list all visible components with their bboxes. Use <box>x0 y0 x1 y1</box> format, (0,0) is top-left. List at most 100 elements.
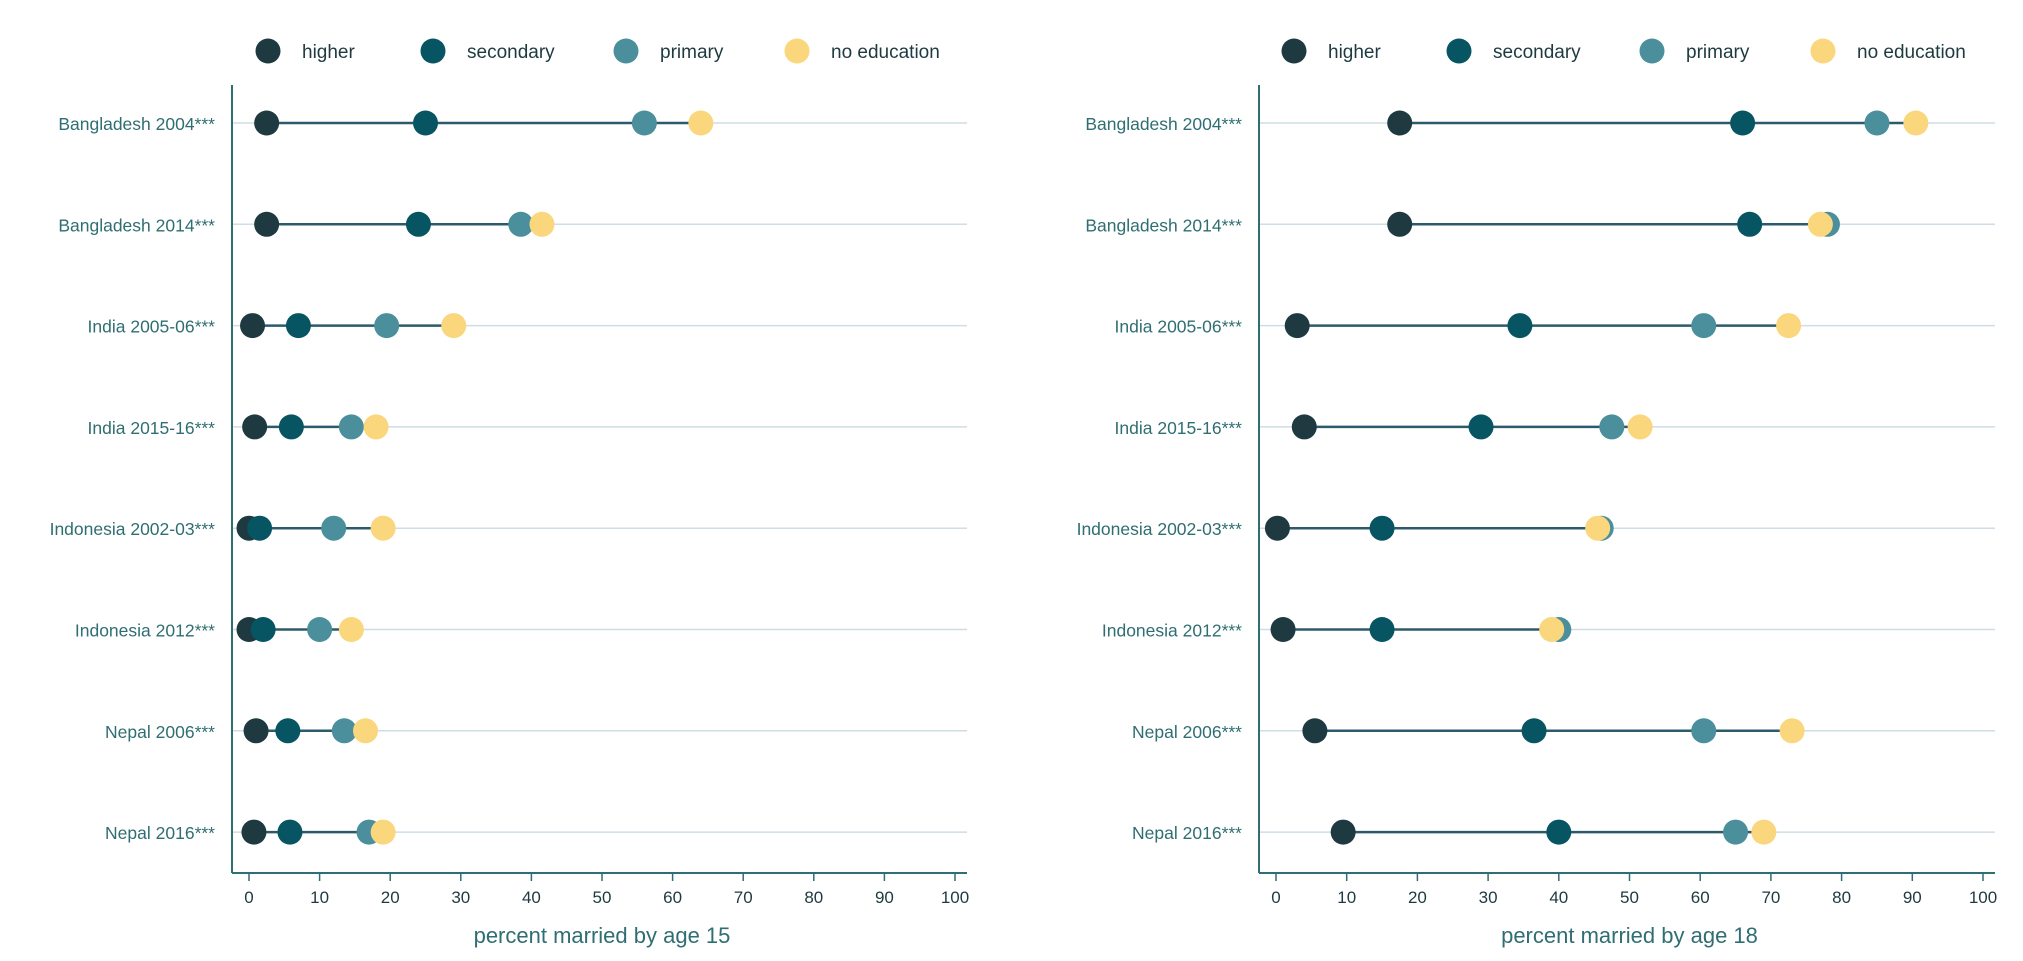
legend-marker-no-education <box>784 38 810 64</box>
legend-marker-higher <box>255 38 281 64</box>
data-point-secondary <box>285 313 311 339</box>
x-tick-label: 30 <box>1479 888 1498 907</box>
data-point-primary <box>1864 110 1890 136</box>
x-tick-label: 60 <box>1691 888 1710 907</box>
legend-left: higher secondary primary no education <box>255 38 940 64</box>
x-tick-label: 70 <box>734 888 753 907</box>
x-tick-label: 20 <box>381 888 400 907</box>
data-point-no-education <box>441 313 467 339</box>
category-label-indonesia-2002-03: Indonesia 2002-03*** <box>50 519 216 539</box>
data-point-higher <box>1270 617 1296 642</box>
category-label-nepal-2016: Nepal 2016*** <box>1132 823 1242 843</box>
data-point-higher <box>243 718 269 744</box>
data-point-secondary <box>278 414 304 440</box>
x-tick-label: 60 <box>663 888 682 907</box>
x-tick-label: 100 <box>941 888 969 907</box>
category-label-bangladesh-2014: Bangladesh 2014*** <box>58 215 215 235</box>
data-point-primary <box>1691 313 1717 339</box>
legend-marker-primary <box>1639 38 1665 64</box>
data-point-secondary <box>1507 313 1533 339</box>
data-point-higher <box>242 414 268 440</box>
category-label-bangladesh-2014: Bangladesh 2014*** <box>1085 215 1242 235</box>
category-label-indonesia-2012: Indonesia 2012*** <box>75 621 215 641</box>
legend-marker-secondary <box>420 38 446 64</box>
data-point-no-education <box>363 414 389 440</box>
data-point-primary <box>307 617 333 642</box>
data-point-secondary <box>1730 110 1756 136</box>
data-point-secondary <box>405 211 431 237</box>
x-tick-label: 90 <box>1903 888 1922 907</box>
category-label-indonesia-2002-03: Indonesia 2002-03*** <box>1077 519 1243 539</box>
x-tick-label: 80 <box>804 888 823 907</box>
legend-label-primary: primary <box>660 42 724 63</box>
legend-right: higher secondary primary no education <box>1281 38 1966 64</box>
data-point-no-education <box>1807 211 1833 237</box>
data-point-primary <box>1691 718 1717 744</box>
data-point-no-education <box>370 819 396 845</box>
x-tick-label: 10 <box>1337 888 1356 907</box>
category-label-india-2015-16: India 2015-16*** <box>88 418 216 438</box>
x-tick-label: 50 <box>1620 888 1639 907</box>
data-point-no-education <box>1776 313 1802 339</box>
legend-label-no-education: no education <box>1857 42 1966 63</box>
data-point-primary <box>1599 414 1625 440</box>
x-tick-label: 40 <box>522 888 541 907</box>
data-point-secondary <box>413 110 438 136</box>
data-point-higher <box>240 313 266 339</box>
legend-label-higher: higher <box>302 42 355 63</box>
data-point-higher <box>1330 819 1356 845</box>
legend-marker-no-education <box>1810 38 1836 64</box>
data-point-primary <box>331 718 357 744</box>
data-point-secondary <box>247 515 273 541</box>
legend-marker-primary <box>613 38 639 64</box>
legend-label-no-education: no education <box>831 42 940 63</box>
legend-label-primary: primary <box>1686 42 1750 63</box>
data-point-secondary <box>250 617 276 642</box>
category-label-nepal-2006: Nepal 2006*** <box>1132 722 1242 742</box>
x-tick-label: 40 <box>1549 888 1568 907</box>
x-tick-label: 10 <box>310 888 329 907</box>
data-point-higher <box>254 211 280 237</box>
data-point-higher <box>254 110 280 136</box>
data-point-primary <box>631 110 657 136</box>
data-point-no-education <box>370 515 396 541</box>
data-point-no-education <box>1903 110 1929 136</box>
data-point-no-education <box>1779 718 1805 744</box>
data-point-higher <box>1264 515 1290 541</box>
data-point-secondary <box>1369 617 1395 642</box>
chart-panel-age-18: Bangladesh 2004*** Bangladesh 2014*** Indi… <box>1077 85 1997 948</box>
category-label-nepal-2006: Nepal 2006*** <box>105 722 215 742</box>
data-point-secondary <box>1369 515 1395 541</box>
data-point-no-education <box>529 211 555 237</box>
category-label-indonesia-2012: Indonesia 2012*** <box>1102 621 1242 641</box>
data-point-higher <box>1302 718 1328 744</box>
data-point-no-education <box>1627 414 1653 440</box>
category-label-india-2015-16: India 2015-16*** <box>1115 418 1243 438</box>
legend-label-higher: higher <box>1328 42 1381 63</box>
data-point-primary <box>321 515 347 541</box>
data-point-higher <box>1387 211 1413 237</box>
x-axis-title: percent married by age 15 <box>474 923 731 948</box>
data-point-no-education <box>338 617 364 642</box>
data-point-no-education <box>1751 819 1777 845</box>
data-point-higher <box>241 819 267 845</box>
x-tick-label: 0 <box>244 888 253 907</box>
category-label-bangladesh-2004: Bangladesh 2004*** <box>1085 114 1242 134</box>
x-tick-label: 30 <box>451 888 470 907</box>
data-point-higher <box>1284 313 1310 339</box>
data-point-secondary <box>1521 718 1547 744</box>
data-point-higher <box>1291 414 1317 440</box>
data-point-no-education <box>352 718 378 744</box>
data-point-no-education <box>1539 617 1565 642</box>
x-tick-label: 100 <box>1969 888 1997 907</box>
data-point-primary <box>374 313 400 339</box>
category-label-india-2005-06: India 2005-06*** <box>88 317 216 337</box>
data-point-secondary <box>1468 414 1494 440</box>
x-tick-label: 50 <box>593 888 612 907</box>
legend-label-secondary: secondary <box>467 42 555 63</box>
data-point-no-education <box>1585 515 1611 541</box>
x-tick-label: 0 <box>1271 888 1280 907</box>
category-label-india-2005-06: India 2005-06*** <box>1115 317 1243 337</box>
data-point-higher <box>1387 110 1413 136</box>
